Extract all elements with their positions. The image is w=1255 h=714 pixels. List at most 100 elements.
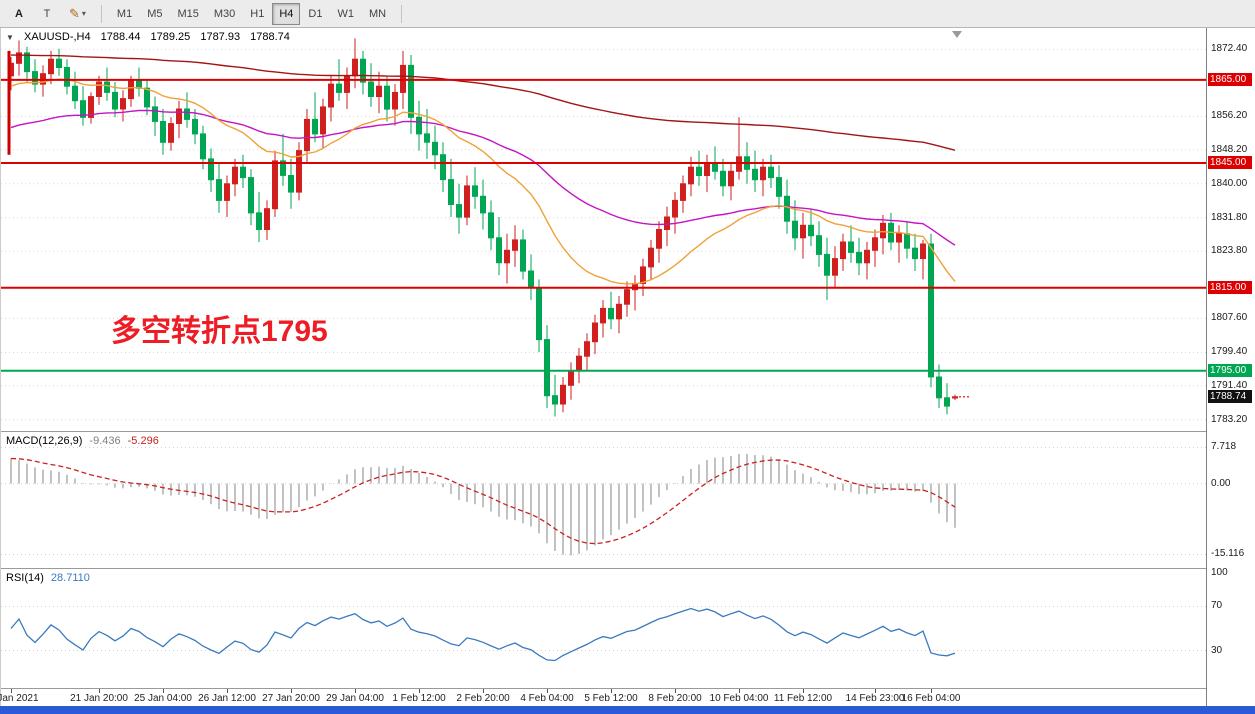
time-axis-label: 4 Feb 04:00 [520,693,574,704]
ohlc-high: 1789.25 [150,31,191,43]
current-price-tag: 1788.74 [1208,390,1252,403]
drawing-tools-button[interactable]: ✎ ▾ [62,3,93,25]
macd-panel: MACD(12,26,9) -9.436 -5.296 [1,431,1206,568]
chart-area: ▼ XAUUSD-,H4 1788.44 1789.25 1787.93 178… [0,28,1255,714]
select-tool-button[interactable]: T [34,3,60,25]
macd-axis-label: -15.116 [1211,548,1245,559]
text-label-tool-button[interactable]: A [6,3,32,25]
time-axis-label: 25 Jan 04:00 [134,693,192,704]
timeframe-button-m1[interactable]: M1 [110,3,139,25]
time-axis-label: 2 Feb 20:00 [456,693,510,704]
time-axis-tick [227,689,228,693]
time-axis-label: 20 Jan 2021 [0,693,39,704]
rsi-axis-label: 30 [1211,645,1223,656]
macd-histogram [10,453,956,556]
timeframe-button-group: M1 M5 M15 M30 H1 H4 D1 W1 MN [110,2,393,25]
price-line-tag: 1845.00 [1208,156,1252,169]
time-axis-label: 1 Feb 12:00 [392,693,446,704]
time-axis-tick [547,689,548,693]
price-axis[interactable]: 1872.40 1856.20 1848.20 1840.00 1831.80 1823.… [1206,28,1255,706]
time-axis-tick [163,689,164,693]
time-axis-tick [739,689,740,693]
price-line-tag: 1815.00 [1208,281,1252,294]
time-axis-tick [355,689,356,693]
main-price-panel: ▼ XAUUSD-,H4 1788.44 1789.25 1787.93 178… [1,28,1206,431]
ohlc-open: 1788.44 [100,31,141,43]
timeframe-button-mn[interactable]: MN [362,3,393,25]
macd-signal-line [10,457,956,545]
time-axis-tick [875,689,876,693]
main-chart-canvas[interactable] [1,28,1206,431]
time-axis-label: 11 Feb 12:00 [773,693,833,704]
rsi-chart-canvas [1,606,1206,662]
candles-group [8,38,958,417]
chart-title: ▼ XAUUSD-,H4 1788.44 1789.25 1787.93 178… [6,31,297,43]
rsi-label: RSI(14) 28.7110 [6,572,90,584]
ma-fast-orange [10,78,956,285]
toolbar-separator [100,4,102,23]
axis-price-label: 1856.20 [1211,110,1248,121]
time-axis-tick [419,689,420,693]
timeframe-button-w1[interactable]: W1 [330,3,361,25]
time-axis-tick [291,689,292,693]
time-axis-label: 21 Jan 20:00 [70,693,128,704]
time-axis-tick [611,689,612,693]
toolbar: A T ✎ ▾ M1 M5 M15 M30 H1 H4 D1 W1 MN [0,0,1255,28]
symbol-period-label: XAUUSD-,H4 [23,31,91,43]
time-axis-label: 14 Feb 23:00 [845,693,905,704]
time-axis[interactable]: 20 Jan 2021 21 Jan 20:00 25 Jan 04:00 26 Ja… [0,688,1206,706]
price-line-tag: 1865.00 [1208,73,1252,86]
axis-price-label: 1791.40 [1211,380,1248,391]
chart-annotation-text: 多空转折点1795 [111,315,328,348]
macd-chart-canvas [1,446,1206,556]
axis-price-label: 1799.40 [1211,346,1248,357]
rsi-axis-label: 100 [1211,567,1228,578]
timeframe-button-h1[interactable]: H1 [243,3,271,25]
toolbar-separator [401,4,403,23]
collapse-arrow-icon[interactable]: ▼ [6,33,14,42]
time-axis-tick [803,689,804,693]
axis-price-label: 1848.20 [1211,144,1248,155]
timeframe-button-m5[interactable]: M5 [140,3,169,25]
time-axis-tick [99,689,100,693]
ohlc-low: 1787.93 [200,31,241,43]
timeframe-button-m30[interactable]: M30 [207,3,242,25]
rsi-line [10,607,956,662]
ohlc-close: 1788.74 [250,31,290,43]
axis-price-label: 1823.80 [1211,245,1248,256]
chart-shift-marker [952,31,962,38]
macd-name: MACD(12,26,9) [6,435,83,447]
macd-main-value: -9.436 [89,435,121,447]
macd-signal-value: -5.296 [127,435,159,447]
macd-axis-label: 0.00 [1211,478,1231,489]
ma-mid-magenta [10,109,956,246]
rsi-axis-label: 70 [1211,600,1223,611]
macd-axis-label: 7.718 [1211,441,1237,452]
bottom-taskbar-strip [0,706,1255,714]
axis-price-label: 1831.80 [1211,212,1248,223]
axis-price-label: 1872.40 [1211,43,1248,54]
horizontal-lines-group[interactable] [1,78,1206,372]
time-axis-tick [483,689,484,693]
axis-price-label: 1840.00 [1211,178,1248,189]
rsi-panel: RSI(14) 28.7110 [1,568,1206,688]
time-axis-tick [675,689,676,693]
macd-label: MACD(12,26,9) -9.436 -5.296 [6,435,159,447]
time-axis-label: 29 Jan 04:00 [326,693,384,704]
time-axis-label: 10 Feb 04:00 [709,693,769,704]
timeframe-button-h4[interactable]: H4 [272,2,301,25]
time-axis-label: 8 Feb 20:00 [648,693,702,704]
price-line-tag: 1795.00 [1208,364,1252,377]
main-gridlines [1,48,1206,421]
pencil-icon: ✎ [69,5,80,21]
rsi-value: 28.7110 [50,572,90,584]
time-axis-tick [11,689,12,693]
timeframe-button-m15[interactable]: M15 [170,3,205,25]
time-axis-label: 27 Jan 20:00 [262,693,320,704]
time-axis-label: 26 Jan 12:00 [198,693,256,704]
time-axis-label: 5 Feb 12:00 [584,693,638,704]
axis-price-label: 1783.20 [1211,414,1248,425]
timeframe-button-d1[interactable]: D1 [301,3,329,25]
ma-slow-darkred [11,54,956,151]
